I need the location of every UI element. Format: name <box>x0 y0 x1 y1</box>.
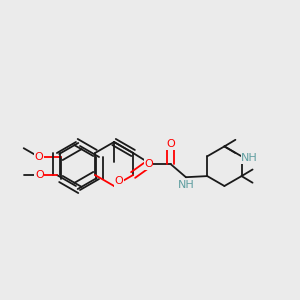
Text: NH: NH <box>178 180 194 190</box>
Text: NH: NH <box>241 153 258 163</box>
Text: O: O <box>166 139 175 149</box>
Text: O: O <box>34 152 43 162</box>
Text: O: O <box>144 159 153 169</box>
Text: O: O <box>115 176 123 186</box>
Text: O: O <box>35 170 44 180</box>
